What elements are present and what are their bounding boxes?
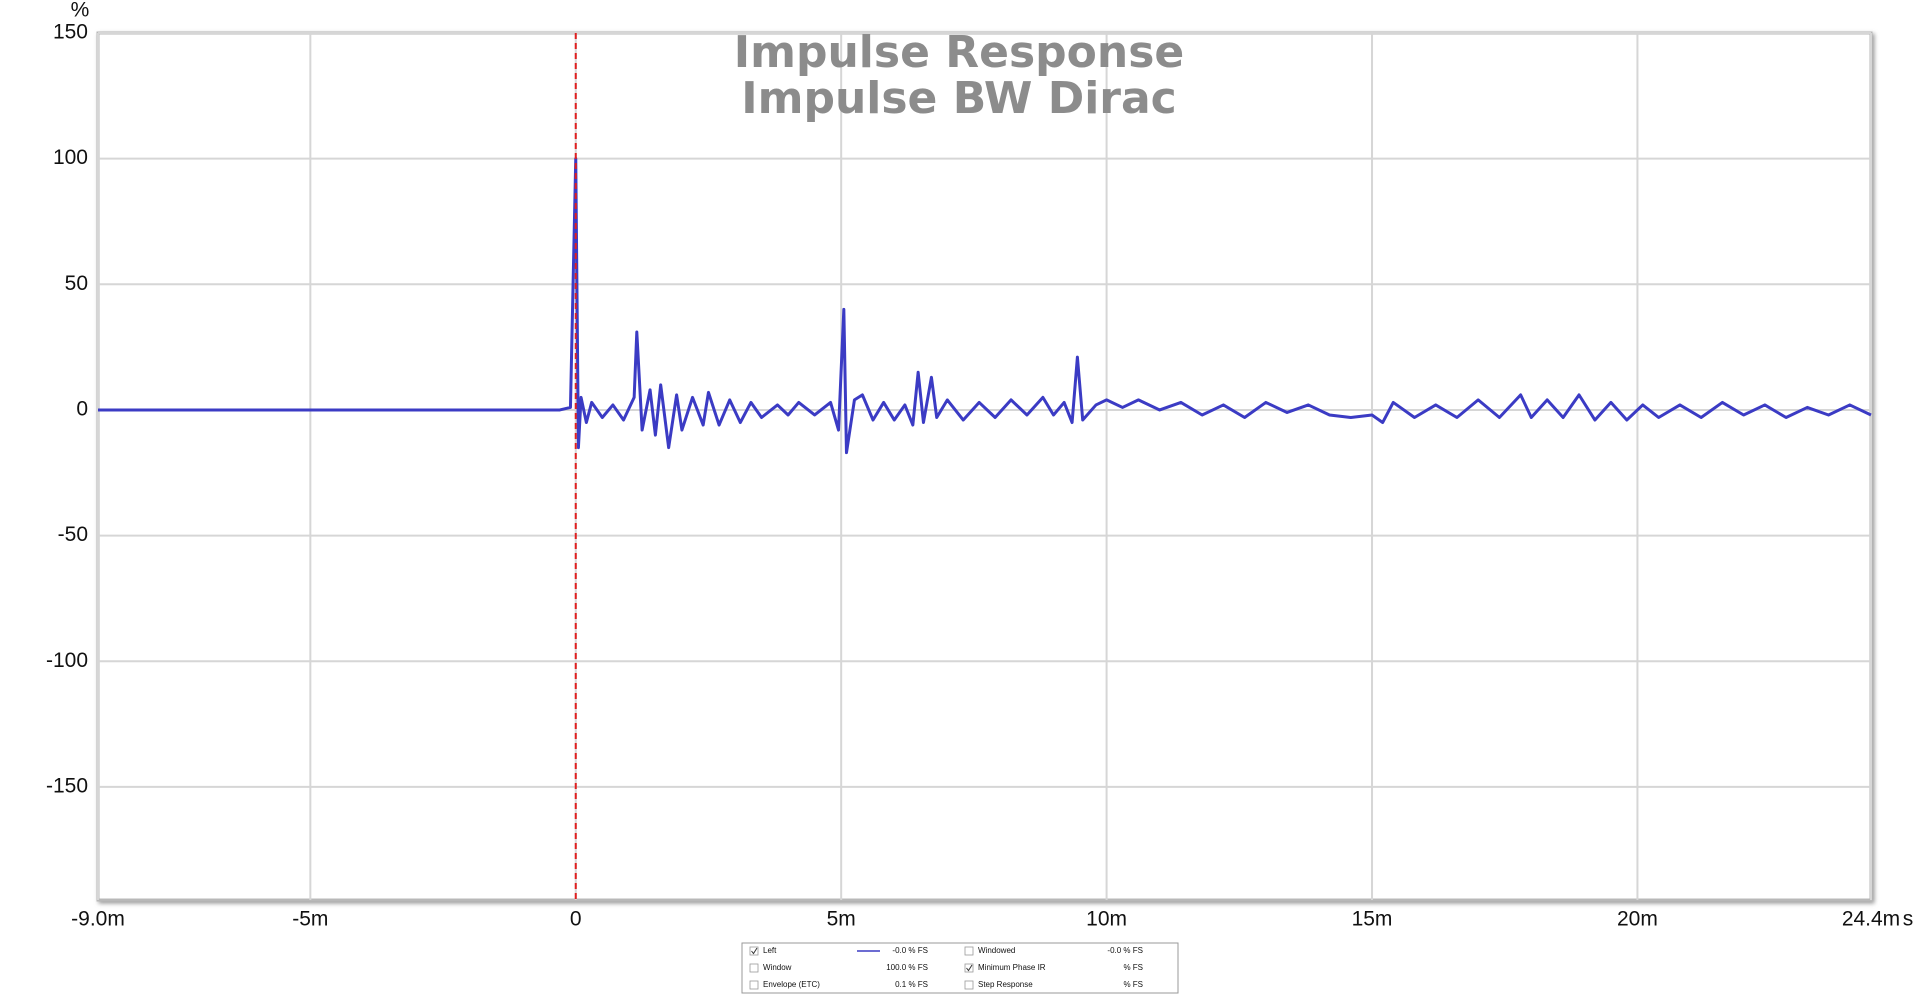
legend-reading: % FS: [1123, 963, 1143, 972]
legend-label: Windowed: [978, 946, 1015, 955]
series-line: [98, 157, 1872, 455]
y-unit: %: [71, 0, 90, 22]
x-tick-label: 20m: [1617, 908, 1658, 931]
y-tick-label: -150: [46, 774, 88, 797]
x-tick-label: 24.4m: [1842, 908, 1900, 931]
legend-panel: [741, 942, 1179, 994]
checkbox[interactable]: [964, 963, 974, 973]
checkbox[interactable]: [749, 946, 759, 956]
y-tick-label: 50: [65, 272, 88, 295]
y-tick-label: 0: [76, 398, 88, 421]
checkmark: [966, 964, 973, 972]
x-tick-label: 15m: [1352, 908, 1393, 931]
chart-title: Impulse Response: [734, 27, 1184, 78]
x-tick-label: 5m: [827, 908, 856, 931]
y-tick-label: 100: [53, 146, 88, 169]
legend-reading: -0.0 % FS: [1107, 946, 1143, 955]
checkbox[interactable]: [749, 963, 759, 973]
legend-label: Step Response: [978, 980, 1033, 989]
chart-subtitle: Impulse BW Dirac: [741, 73, 1177, 124]
legend-reading: -0.0 % FS: [892, 946, 928, 955]
legend-label: Window: [763, 963, 792, 972]
grid: [97, 32, 1872, 900]
y-tick-label: -100: [46, 649, 88, 672]
legend-label: Envelope (ETC): [763, 980, 820, 989]
checkbox[interactable]: [964, 980, 974, 990]
checkbox[interactable]: [749, 980, 759, 990]
x-tick-label: 0: [570, 908, 582, 931]
checkmark: [751, 947, 758, 955]
legend-label: Left: [763, 946, 777, 955]
x-unit: s: [1903, 908, 1914, 931]
y-tick-label: -50: [58, 523, 88, 546]
checkbox[interactable]: [964, 946, 974, 956]
legend-reading: 0.1 % FS: [895, 980, 928, 989]
legend-reading: % FS: [1123, 980, 1143, 989]
x-tick-label: -9.0m: [71, 908, 125, 931]
legend-reading: 100.0 % FS: [886, 963, 928, 972]
plot-area: [96, 31, 1873, 902]
x-tick-label: 10m: [1086, 908, 1127, 931]
legend-label: Minimum Phase IR: [978, 963, 1046, 972]
x-tick-label: -5m: [292, 908, 328, 931]
y-tick-label: 150: [53, 21, 88, 44]
